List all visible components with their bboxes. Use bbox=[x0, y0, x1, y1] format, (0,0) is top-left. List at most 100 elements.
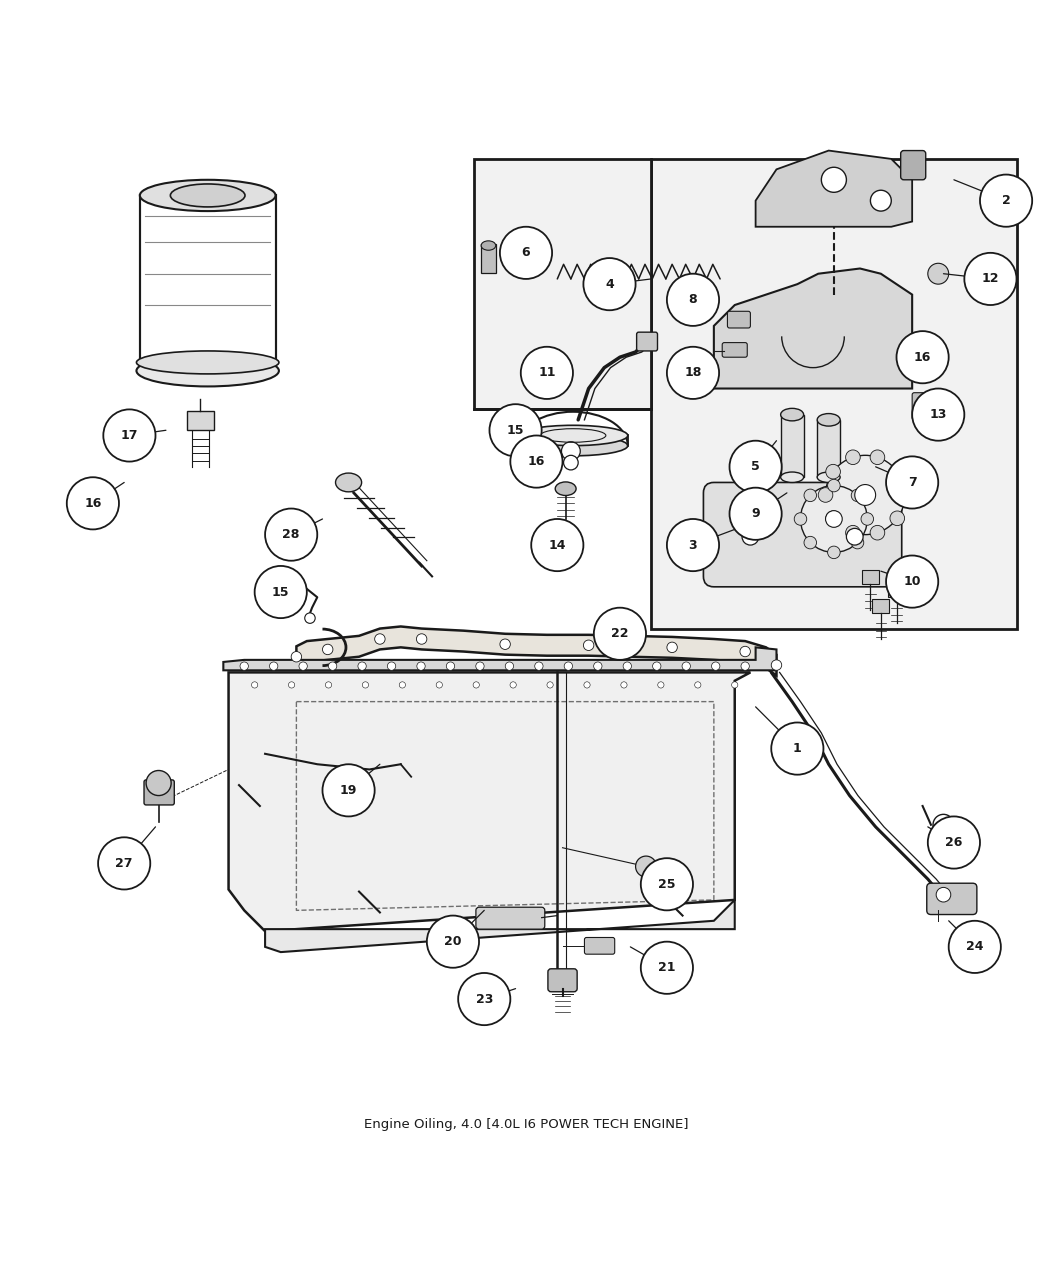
Circle shape bbox=[667, 346, 720, 399]
Text: 1: 1 bbox=[793, 743, 802, 755]
Text: Engine Oiling, 4.0 [4.0L I6 POWER TECH ENGINE]: Engine Oiling, 4.0 [4.0L I6 POWER TECH E… bbox=[364, 1118, 688, 1131]
Circle shape bbox=[521, 346, 573, 399]
Circle shape bbox=[400, 681, 405, 688]
Circle shape bbox=[890, 511, 905, 525]
Circle shape bbox=[510, 681, 517, 688]
Circle shape bbox=[933, 814, 954, 836]
Text: 14: 14 bbox=[548, 538, 566, 552]
Circle shape bbox=[593, 662, 602, 670]
Circle shape bbox=[564, 455, 579, 470]
Circle shape bbox=[740, 647, 750, 657]
FancyBboxPatch shape bbox=[872, 599, 889, 613]
Circle shape bbox=[890, 464, 905, 479]
Text: 23: 23 bbox=[476, 993, 493, 1006]
Text: 7: 7 bbox=[908, 475, 916, 489]
Circle shape bbox=[291, 652, 302, 662]
Circle shape bbox=[437, 681, 443, 688]
Text: 13: 13 bbox=[930, 408, 947, 422]
Circle shape bbox=[66, 477, 119, 529]
Circle shape bbox=[473, 681, 480, 688]
Text: 28: 28 bbox=[283, 528, 300, 541]
Polygon shape bbox=[297, 626, 776, 676]
Circle shape bbox=[667, 642, 677, 653]
Text: 18: 18 bbox=[684, 367, 702, 380]
FancyBboxPatch shape bbox=[888, 584, 905, 597]
Circle shape bbox=[534, 662, 543, 670]
FancyBboxPatch shape bbox=[585, 938, 614, 955]
FancyBboxPatch shape bbox=[187, 412, 214, 431]
Circle shape bbox=[682, 662, 690, 670]
Circle shape bbox=[667, 273, 720, 326]
Circle shape bbox=[886, 556, 938, 608]
Text: 16: 16 bbox=[84, 497, 102, 510]
Circle shape bbox=[562, 442, 581, 460]
Circle shape bbox=[896, 331, 949, 383]
Ellipse shape bbox=[140, 180, 276, 211]
Circle shape bbox=[265, 509, 318, 561]
Circle shape bbox=[641, 942, 693, 994]
FancyBboxPatch shape bbox=[476, 907, 545, 929]
Text: 15: 15 bbox=[272, 585, 289, 598]
Circle shape bbox=[965, 253, 1016, 305]
Ellipse shape bbox=[481, 240, 495, 250]
Circle shape bbox=[531, 519, 584, 571]
Circle shape bbox=[98, 837, 150, 889]
Circle shape bbox=[489, 404, 542, 456]
Text: 22: 22 bbox=[611, 627, 629, 640]
FancyBboxPatch shape bbox=[901, 151, 926, 180]
Circle shape bbox=[801, 486, 867, 552]
FancyBboxPatch shape bbox=[927, 883, 977, 915]
Text: 25: 25 bbox=[659, 878, 675, 891]
Circle shape bbox=[584, 681, 590, 688]
FancyBboxPatch shape bbox=[704, 483, 902, 587]
Text: 21: 21 bbox=[659, 961, 675, 974]
Circle shape bbox=[851, 489, 864, 502]
Circle shape bbox=[446, 662, 454, 670]
Circle shape bbox=[251, 681, 258, 688]
Circle shape bbox=[826, 464, 841, 479]
Circle shape bbox=[928, 817, 980, 869]
Circle shape bbox=[652, 662, 661, 670]
Circle shape bbox=[358, 662, 366, 670]
Ellipse shape bbox=[817, 472, 841, 483]
FancyBboxPatch shape bbox=[473, 158, 651, 409]
Circle shape bbox=[584, 640, 593, 651]
Polygon shape bbox=[755, 151, 912, 226]
Circle shape bbox=[909, 344, 926, 360]
Circle shape bbox=[822, 167, 847, 192]
Text: 3: 3 bbox=[689, 538, 697, 552]
Polygon shape bbox=[714, 268, 912, 389]
Polygon shape bbox=[223, 648, 776, 670]
Circle shape bbox=[584, 258, 635, 311]
FancyBboxPatch shape bbox=[144, 780, 175, 805]
Text: 24: 24 bbox=[966, 941, 984, 953]
Circle shape bbox=[711, 662, 720, 670]
Circle shape bbox=[794, 512, 807, 525]
Circle shape bbox=[826, 511, 841, 525]
Circle shape bbox=[804, 489, 816, 502]
Circle shape bbox=[387, 662, 396, 670]
Circle shape bbox=[928, 263, 949, 284]
Circle shape bbox=[255, 566, 307, 619]
Circle shape bbox=[621, 681, 627, 688]
Circle shape bbox=[870, 525, 885, 541]
FancyBboxPatch shape bbox=[912, 392, 929, 420]
Circle shape bbox=[505, 662, 513, 670]
Text: 10: 10 bbox=[904, 575, 920, 588]
Circle shape bbox=[741, 662, 749, 670]
Text: 15: 15 bbox=[507, 424, 524, 437]
Circle shape bbox=[564, 662, 572, 670]
Text: 19: 19 bbox=[340, 783, 358, 796]
Circle shape bbox=[851, 537, 864, 548]
Circle shape bbox=[593, 608, 646, 659]
Circle shape bbox=[459, 973, 510, 1025]
FancyBboxPatch shape bbox=[781, 414, 804, 477]
Circle shape bbox=[103, 409, 156, 461]
Circle shape bbox=[476, 662, 484, 670]
FancyBboxPatch shape bbox=[548, 969, 578, 992]
Circle shape bbox=[826, 511, 843, 528]
FancyBboxPatch shape bbox=[636, 332, 658, 351]
Circle shape bbox=[804, 537, 816, 548]
Circle shape bbox=[323, 644, 332, 654]
Circle shape bbox=[288, 681, 295, 688]
